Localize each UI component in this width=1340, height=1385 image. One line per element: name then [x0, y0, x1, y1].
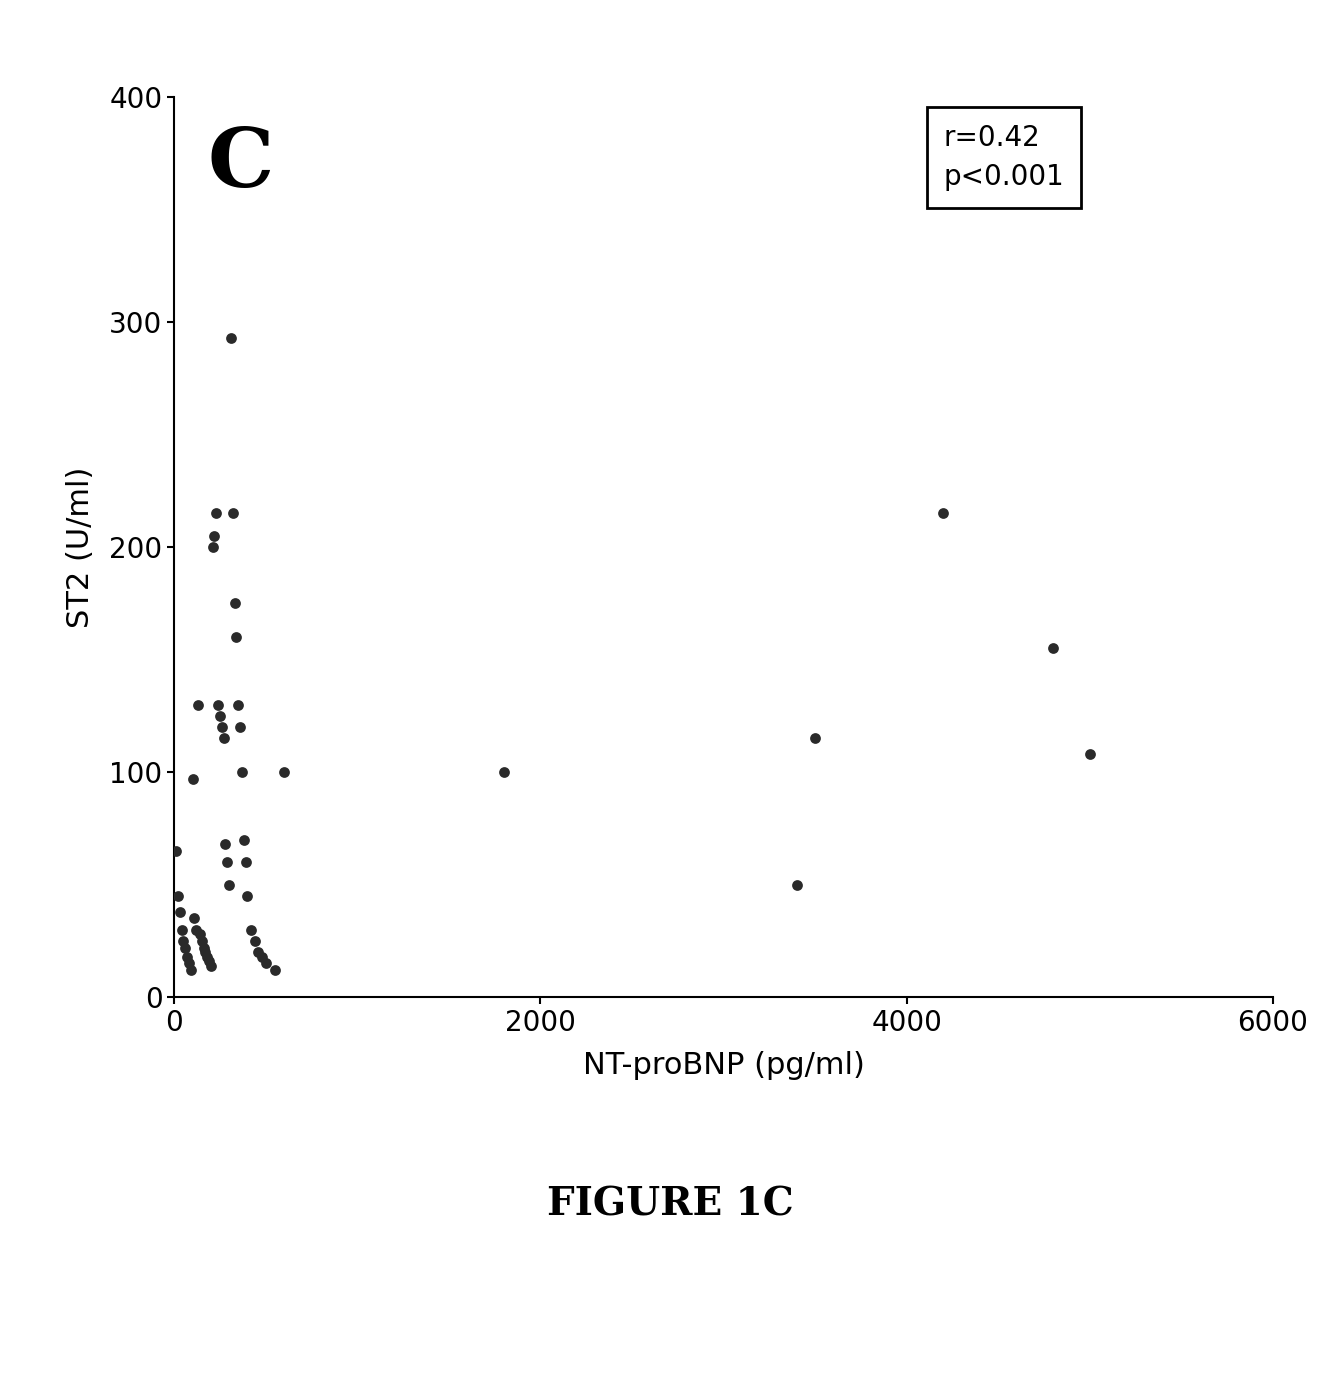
Point: [218, 874, 240, 896]
Point: [192, 929, 213, 951]
Point: [273, 762, 295, 784]
Point: [244, 929, 265, 951]
Point: [1079, 742, 1100, 765]
Point: [188, 694, 209, 716]
Text: C: C: [208, 125, 273, 204]
Point: [170, 918, 192, 940]
Point: [169, 900, 190, 922]
Point: [177, 946, 198, 968]
Point: [180, 958, 201, 981]
Point: [202, 536, 224, 558]
X-axis label: NT-proBNP (pg/ml): NT-proBNP (pg/ml): [583, 1051, 864, 1080]
Point: [493, 762, 515, 784]
Point: [204, 525, 225, 547]
Point: [194, 942, 216, 964]
Point: [264, 958, 285, 981]
Point: [237, 885, 259, 907]
Text: r=0.42
p<0.001: r=0.42 p<0.001: [943, 125, 1064, 191]
Point: [214, 834, 236, 856]
Point: [200, 954, 221, 976]
Point: [222, 503, 244, 525]
Point: [220, 327, 241, 349]
Point: [212, 716, 233, 738]
Point: [209, 705, 230, 727]
Point: [234, 850, 256, 874]
Point: [198, 950, 220, 972]
Y-axis label: ST2 (U/ml): ST2 (U/ml): [66, 467, 95, 627]
Point: [197, 946, 218, 968]
Point: [1043, 637, 1064, 659]
Point: [205, 503, 226, 525]
Text: FIGURE 1C: FIGURE 1C: [547, 1186, 793, 1224]
Point: [213, 727, 234, 749]
Point: [168, 885, 189, 907]
Point: [224, 593, 245, 615]
Point: [174, 936, 196, 958]
Point: [225, 626, 247, 648]
Point: [185, 918, 206, 940]
Point: [165, 839, 186, 861]
Point: [233, 828, 255, 850]
Point: [228, 694, 249, 716]
Point: [173, 929, 194, 951]
Point: [184, 907, 205, 929]
Point: [248, 942, 269, 964]
Point: [252, 946, 273, 968]
Point: [229, 716, 251, 738]
Point: [193, 936, 214, 958]
Point: [217, 850, 239, 874]
Point: [232, 762, 253, 784]
Point: [240, 918, 261, 940]
Point: [933, 503, 954, 525]
Point: [787, 874, 808, 896]
Point: [178, 953, 200, 975]
Point: [182, 767, 204, 789]
Point: [255, 953, 276, 975]
Point: [189, 924, 210, 946]
Point: [208, 694, 229, 716]
Point: [804, 727, 825, 749]
